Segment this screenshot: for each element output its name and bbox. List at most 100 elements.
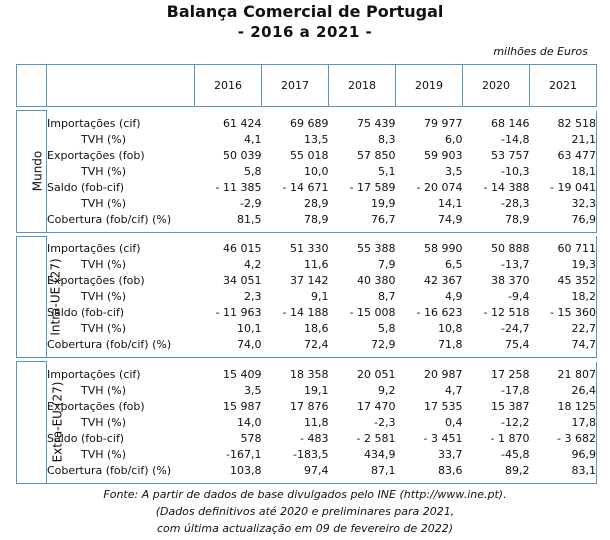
value-cell: 60 711	[529, 236, 597, 257]
value-cell: -9,4	[508, 290, 530, 303]
value-cell: 17 258	[491, 367, 530, 381]
value-cell: -17,8	[501, 383, 530, 397]
year-header: 2020	[462, 64, 530, 107]
value-cell: 79 977	[424, 116, 463, 130]
value-cell: 6,0	[445, 132, 463, 146]
value-cell: -12,2	[501, 415, 530, 429]
footer-line: (Dados definitivos até 2020 e preliminar…	[155, 505, 455, 518]
value-cell: -14,8	[501, 132, 530, 146]
source-footer: Fonte: A partir de dados de base divulga…	[0, 486, 610, 537]
row-label: TVH (%)	[46, 289, 195, 305]
table-row: Extra-EU (27) Importações (cif) 15 409 18 3…	[16, 361, 597, 484]
value-cell: 5,1	[378, 164, 396, 178]
value-cell: 11,8	[304, 415, 329, 429]
value-cell: 51 330	[290, 242, 329, 255]
value-cell: -2,3	[374, 415, 396, 429]
header-row: 2016 2017 2018 2019 2020 2021	[16, 64, 597, 107]
row-label: Cobertura (fob/cif) (%)	[46, 462, 195, 484]
value-cell: 75 439	[357, 116, 396, 130]
value-cell: 11,6	[304, 258, 329, 271]
row-label: TVH (%)	[46, 257, 195, 273]
value-cell: 17,8	[529, 414, 597, 431]
value-cell: 0,4	[445, 415, 463, 429]
value-cell: - 483	[300, 431, 329, 445]
value-cell: 4,9	[445, 290, 463, 303]
row-label: Importações (cif)	[46, 361, 195, 383]
value-cell: 83,1	[529, 462, 597, 484]
value-cell: 15 409	[223, 367, 262, 381]
value-cell: -13,7	[501, 258, 530, 271]
value-cell: - 3 682	[529, 430, 597, 447]
table-row: TVH (%) 4,2 11,6 7,9 6,5 -13,7 19,3	[17, 257, 597, 273]
value-cell: 14,0	[237, 415, 262, 429]
year-header: 2021	[529, 64, 597, 107]
header-corner	[16, 64, 47, 107]
row-label: Saldo (fob-cif)	[46, 305, 195, 321]
value-cell: 13,5	[304, 132, 329, 146]
section-label-cell: Intra-UE (27)	[16, 235, 63, 358]
value-cell: - 20 074	[416, 180, 463, 194]
row-label: Saldo (fob-cif)	[46, 430, 195, 447]
value-cell: 97,4	[261, 462, 329, 484]
value-cell: 57 850	[357, 148, 396, 162]
value-cell: 53 757	[491, 148, 530, 162]
table-row: Exportações (fob) 50 039 55 018 57 850 59 90…	[17, 147, 597, 164]
section-label: Extra-EU (27)	[50, 381, 65, 463]
value-cell: -183,5	[293, 447, 329, 461]
value-cell: 46 015	[223, 242, 262, 255]
row-label: Exportações (fob)	[46, 147, 195, 164]
value-cell: -2,9	[240, 196, 262, 210]
value-cell: 72,9	[328, 337, 396, 358]
table-row: Intra-UE (27) Importações (cif) 46 015 51 3…	[16, 235, 597, 358]
value-cell: - 14 388	[483, 180, 530, 194]
value-cell: 18 125	[529, 398, 597, 415]
units-note: milhões de Euros	[493, 45, 588, 58]
value-cell: 74,7	[529, 337, 597, 358]
value-cell: -28,3	[501, 196, 530, 210]
value-cell: 20 051	[357, 367, 396, 381]
table-row: Saldo (fob-cif) - 11 385 - 14 671 - 17 589 -…	[17, 179, 597, 196]
section-label-cell: Mundo	[16, 110, 47, 233]
value-cell: 71,8	[395, 337, 463, 358]
value-cell: 78,9	[261, 211, 329, 233]
value-cell: 103,8	[194, 462, 262, 484]
value-cell: - 12 518	[483, 306, 530, 319]
value-cell: -24,7	[501, 322, 530, 335]
value-cell: 18 358	[290, 367, 329, 381]
value-cell: 69 689	[290, 116, 329, 130]
value-cell: 15 987	[223, 399, 262, 413]
value-cell: 83,6	[395, 462, 463, 484]
value-cell: 3,5	[244, 383, 262, 397]
value-cell: 4,7	[445, 383, 463, 397]
table-row: Exportações (fob) 34 051 37 142 40 380 42 36…	[17, 273, 597, 289]
row-label: Cobertura (fob/cif) (%)	[46, 337, 195, 358]
value-cell: 10,0	[304, 164, 329, 178]
value-cell: 434,9	[364, 447, 396, 461]
row-label: Saldo (fob-cif)	[46, 179, 195, 196]
value-cell: - 3 451	[423, 431, 463, 445]
row-label: TVH (%)	[46, 163, 195, 180]
value-cell: - 2 581	[356, 431, 396, 445]
row-label: TVH (%)	[46, 131, 195, 148]
value-cell: 21,1	[529, 131, 597, 148]
row-label: Importações (cif)	[46, 110, 195, 132]
value-cell: 17 876	[290, 399, 329, 413]
value-cell: 6,5	[445, 258, 463, 271]
table-row: TVH (%) 10,1 18,6 5,8 10,8 -24,7 22,7	[17, 321, 597, 337]
value-cell: 17 535	[424, 399, 463, 413]
value-cell: - 15 008	[349, 306, 396, 319]
value-cell: 26,4	[529, 382, 597, 399]
value-cell: 14,1	[438, 196, 463, 210]
page-title: Balança Comercial de Portugal	[166, 2, 444, 21]
year-header: 2019	[395, 64, 463, 107]
value-cell: - 15 360	[529, 305, 597, 321]
value-cell: 18,2	[529, 289, 597, 305]
table-row: Cobertura (fob/cif) (%) 74,0 72,4 72,9 71,8 7…	[17, 337, 597, 358]
value-cell: 68 146	[491, 116, 530, 130]
value-cell: 58 990	[424, 242, 463, 255]
section-label-cell: Extra-EU (27)	[16, 361, 64, 484]
table-row: TVH (%) 4,1 13,5 8,3 6,0 -14,8 21,1	[17, 131, 597, 148]
value-cell: 32,3	[529, 195, 597, 212]
value-cell: 22,7	[529, 321, 597, 337]
value-cell: 20 987	[424, 367, 463, 381]
